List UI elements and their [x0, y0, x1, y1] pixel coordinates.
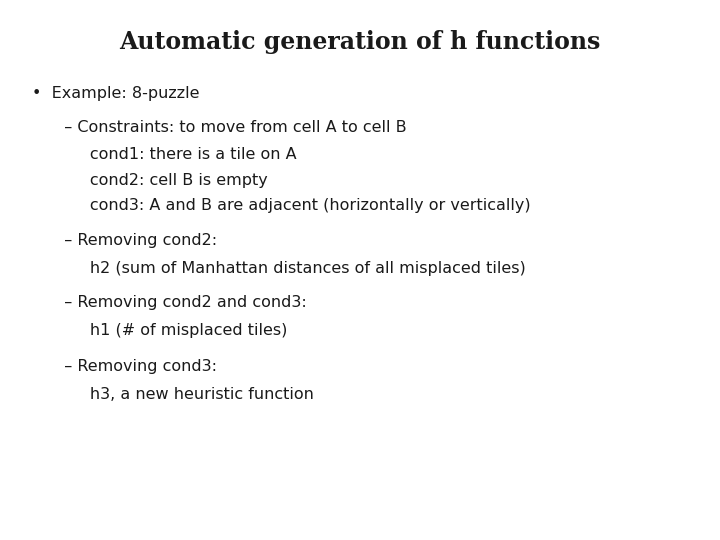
Text: cond2: cell B is empty: cond2: cell B is empty [54, 173, 268, 188]
Text: cond3: A and B are adjacent (horizontally or vertically): cond3: A and B are adjacent (horizontall… [54, 198, 531, 213]
Text: Automatic generation of h functions: Automatic generation of h functions [120, 30, 600, 53]
Text: – Removing cond2 and cond3:: – Removing cond2 and cond3: [54, 295, 307, 310]
Text: •  Example: 8-puzzle: • Example: 8-puzzle [32, 86, 200, 102]
Text: h3, a new heuristic function: h3, a new heuristic function [54, 387, 314, 402]
Text: cond1: there is a tile on A: cond1: there is a tile on A [54, 147, 297, 163]
Text: – Removing cond2:: – Removing cond2: [54, 233, 217, 248]
Text: h1 (# of misplaced tiles): h1 (# of misplaced tiles) [54, 323, 287, 338]
Text: – Constraints: to move from cell A to cell B: – Constraints: to move from cell A to ce… [54, 120, 407, 135]
Text: – Removing cond3:: – Removing cond3: [54, 359, 217, 374]
Text: h2 (sum of Manhattan distances of all misplaced tiles): h2 (sum of Manhattan distances of all mi… [54, 261, 526, 276]
